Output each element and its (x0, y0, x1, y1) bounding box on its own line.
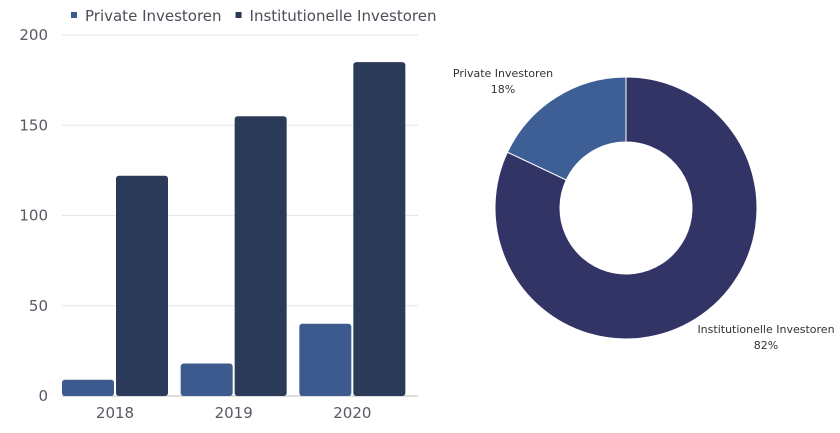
bar-institutionelle-investoren-2020 (353, 62, 406, 396)
y-tick-label: 200 (19, 26, 48, 44)
bar-private-investoren-2020 (299, 323, 352, 396)
bar-private-investoren-2019 (180, 363, 233, 396)
donut-slice-institutionelle-investoren (494, 76, 758, 340)
donut-slice-private-investoren (506, 76, 627, 181)
legend-entry: Institutionelle Investoren (250, 7, 437, 25)
y-tick-label: 100 (19, 207, 48, 225)
donut-label-value: 18% (491, 83, 515, 96)
donut-label-name: Institutionelle Investoren (697, 323, 834, 336)
donut-label-name: Private Investoren (453, 67, 553, 80)
legend-swatch (235, 12, 242, 18)
y-tick-label: 50 (29, 297, 48, 315)
legend-entry: Private Investoren (85, 7, 222, 25)
bar-chart: 0 50 100 150 200 2018 2019 2020 Private Investor… (19, 7, 437, 422)
legend-swatch (71, 12, 77, 18)
bar-institutionelle-investoren-2018 (116, 175, 168, 396)
x-tick-label: 2020 (333, 404, 371, 422)
y-tick-label: 150 (19, 116, 48, 134)
bar-institutionelle-investoren-2019 (234, 116, 287, 396)
bar-private-investoren-2018 (62, 379, 114, 396)
x-tick-label: 2019 (215, 404, 253, 422)
x-tick-label: 2018 (96, 404, 134, 422)
donut-label-value: 82% (754, 339, 778, 352)
y-tick-label: 0 (38, 387, 48, 405)
